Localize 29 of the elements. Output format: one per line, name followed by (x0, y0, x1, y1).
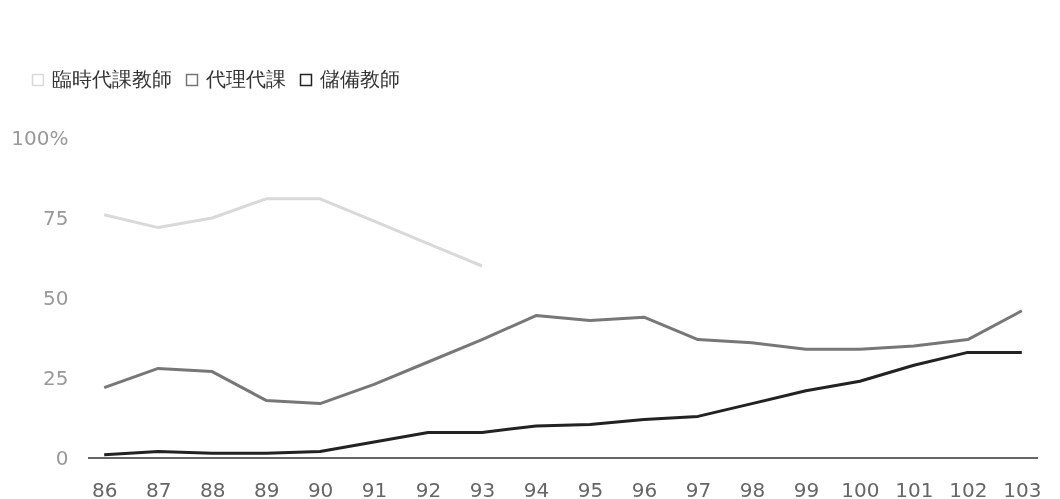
y-tick-label: 0 (55, 445, 69, 470)
x-tick-label: 90 (307, 477, 334, 499)
legend-label: 儲備教師 (320, 67, 400, 91)
x-tick-label: 100 (841, 477, 880, 499)
x-tick-label: 89 (253, 477, 280, 499)
x-tick-label: 99 (793, 477, 820, 499)
x-tick-label: 103 (1003, 477, 1042, 499)
x-tick-label: 93 (469, 477, 496, 499)
line-series (102, 197, 484, 268)
y-tick-label: 50 (43, 285, 69, 310)
x-tick-label: 94 (523, 477, 550, 499)
line-series (102, 350, 1024, 457)
x-tick-label: 98 (739, 477, 766, 499)
x-tick-label: 88 (199, 477, 226, 499)
line-series (102, 309, 1024, 406)
x-tick-label: 86 (91, 477, 118, 499)
x-tick-label: 101 (895, 477, 934, 499)
y-tick-label: 75 (43, 205, 69, 230)
x-tick-label: 87 (145, 477, 172, 499)
legend-label: 代理代課 (205, 67, 286, 91)
y-tick-label: 25 (43, 365, 69, 390)
x-tick-label: 102 (949, 477, 988, 499)
x-tick-label: 96 (631, 477, 658, 499)
x-tick-label: 91 (361, 477, 388, 499)
x-tick-label: 92 (415, 477, 442, 499)
x-tick-label: 95 (577, 477, 604, 499)
y-tick-label: 100% (11, 125, 69, 150)
x-tick-label: 97 (685, 477, 712, 499)
legend-label: 臨時代課教師 (52, 67, 172, 91)
